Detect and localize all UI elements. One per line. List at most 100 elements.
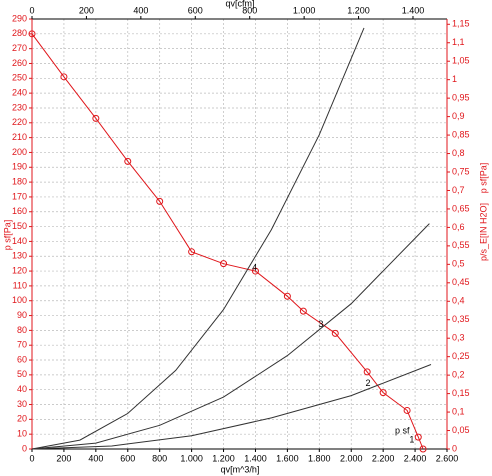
y2-tick-label: 0,5 xyxy=(452,259,465,269)
marker xyxy=(156,197,164,205)
y2-tick-label: 0,9 xyxy=(452,111,465,121)
marker xyxy=(419,445,427,453)
y-tick-label: 90 xyxy=(17,310,27,320)
y2-tick-label: 0,8 xyxy=(452,148,465,158)
y-tick-label: 20 xyxy=(17,414,27,424)
x-tick-label: 1.000 xyxy=(180,453,203,463)
annotation: 3 xyxy=(318,319,323,329)
x-tick-label: 2.000 xyxy=(340,453,363,463)
annotation: 2 xyxy=(365,378,370,388)
curve xyxy=(31,33,424,450)
y2-tick-label: 0,25 xyxy=(452,351,470,361)
curve xyxy=(31,364,432,450)
y-tick-label: 30 xyxy=(17,399,27,409)
y-tick-label: 60 xyxy=(17,354,27,364)
y2-tick-label: 0,4 xyxy=(452,296,465,306)
y2-tick-label: 0,2 xyxy=(452,370,465,380)
y-tick-label: 40 xyxy=(17,384,27,394)
y-tick-label: 130 xyxy=(12,251,27,261)
y2-tick-label: 0,75 xyxy=(452,166,470,176)
y2-tick-label: 0,35 xyxy=(452,314,470,324)
marker xyxy=(251,267,259,275)
y-tick-label: 180 xyxy=(12,176,27,186)
y-tick-label: 10 xyxy=(17,429,27,439)
x-tick-label: 400 xyxy=(88,453,103,463)
marker xyxy=(28,30,36,38)
x-tick-label: 2.600 xyxy=(436,453,459,463)
y2-tick-label: 0,85 xyxy=(452,129,470,139)
x-tick-label: 1.200 xyxy=(212,453,235,463)
y2-axis-title-extra: p sf[Pa] xyxy=(478,163,488,194)
y-tick-label: 270 xyxy=(12,43,27,53)
y-tick-label: 160 xyxy=(12,206,27,216)
x-tick-label: 0 xyxy=(29,453,34,463)
x-tick-label: 1.600 xyxy=(276,453,299,463)
marker xyxy=(60,73,68,81)
y-tick-label: 190 xyxy=(12,162,27,172)
y-tick-label: 210 xyxy=(12,132,27,142)
y-tick-label: 140 xyxy=(12,236,27,246)
marker xyxy=(403,406,411,414)
annotation: 1 xyxy=(409,434,414,444)
y-tick-label: 50 xyxy=(17,369,27,379)
y2-tick-label: 0,05 xyxy=(452,425,470,435)
y2-tick-label: 0,7 xyxy=(452,185,465,195)
marker xyxy=(220,260,228,268)
y2-tick-label: 0,65 xyxy=(452,203,470,213)
y2-tick-label: 0,1 xyxy=(452,406,465,416)
x-tick-label: 1.800 xyxy=(308,453,331,463)
y-tick-label: 110 xyxy=(13,280,27,290)
y-tick-label: 260 xyxy=(12,58,27,68)
marker xyxy=(92,114,100,122)
y-tick-label: 280 xyxy=(12,28,27,38)
y2-tick-label: 1,15 xyxy=(452,19,470,29)
x2-tick-label: 1.400 xyxy=(402,5,425,15)
y-tick-label: 240 xyxy=(12,88,27,98)
y2-tick-label: 0,6 xyxy=(452,222,465,232)
x-tick-label: 200 xyxy=(56,453,71,463)
x2-tick-label: 0 xyxy=(29,5,34,15)
x-tick-label: 2.400 xyxy=(404,453,427,463)
x-tick-label: 1.400 xyxy=(244,453,267,463)
annotation: p sf xyxy=(395,426,410,436)
y-tick-label: 230 xyxy=(12,102,27,112)
x2-tick-label: 200 xyxy=(79,5,94,15)
marker xyxy=(188,248,196,256)
y-axis-title: p sf[Pa] xyxy=(2,220,12,251)
y2-tick-label: 1,1 xyxy=(452,37,465,47)
y-tick-label: 290 xyxy=(12,13,27,23)
x2-tick-label: 600 xyxy=(188,5,203,15)
y2-tick-label: 0,3 xyxy=(452,333,465,343)
x-tick-label: 2.200 xyxy=(372,453,395,463)
marker xyxy=(363,368,371,376)
curve xyxy=(31,27,365,450)
y2-tick-label: 0,95 xyxy=(452,93,470,103)
x2-axis-title: qv[cfm] xyxy=(225,0,254,8)
y-tick-label: 70 xyxy=(17,340,27,350)
y-tick-label: 80 xyxy=(17,325,27,335)
marker xyxy=(283,292,291,300)
marker xyxy=(414,433,422,441)
x2-tick-label: 1.200 xyxy=(347,5,370,15)
y-tick-label: 100 xyxy=(12,295,27,305)
y2-tick-label: 0,45 xyxy=(452,277,470,287)
marker xyxy=(379,389,387,397)
y2-axis-title: p/s_E[IN H2O] xyxy=(478,203,488,261)
y-tick-label: 150 xyxy=(12,221,27,231)
y2-tick-label: 1 xyxy=(452,74,457,84)
marker xyxy=(331,329,339,337)
marker xyxy=(124,157,132,165)
y2-tick-label: 1,05 xyxy=(452,56,470,66)
x2-tick-label: 400 xyxy=(133,5,148,15)
y-tick-label: 170 xyxy=(12,191,27,201)
curve xyxy=(31,223,430,450)
y2-tick-label: 0 xyxy=(452,443,457,453)
y-tick-label: 200 xyxy=(12,147,27,157)
annotation: 4 xyxy=(252,262,257,272)
x-axis-title: qv[m^3/h] xyxy=(221,464,260,474)
x2-tick-label: 800 xyxy=(242,5,257,15)
y-tick-label: 250 xyxy=(12,73,27,83)
marker xyxy=(299,307,307,315)
y-tick-label: 220 xyxy=(12,117,27,127)
